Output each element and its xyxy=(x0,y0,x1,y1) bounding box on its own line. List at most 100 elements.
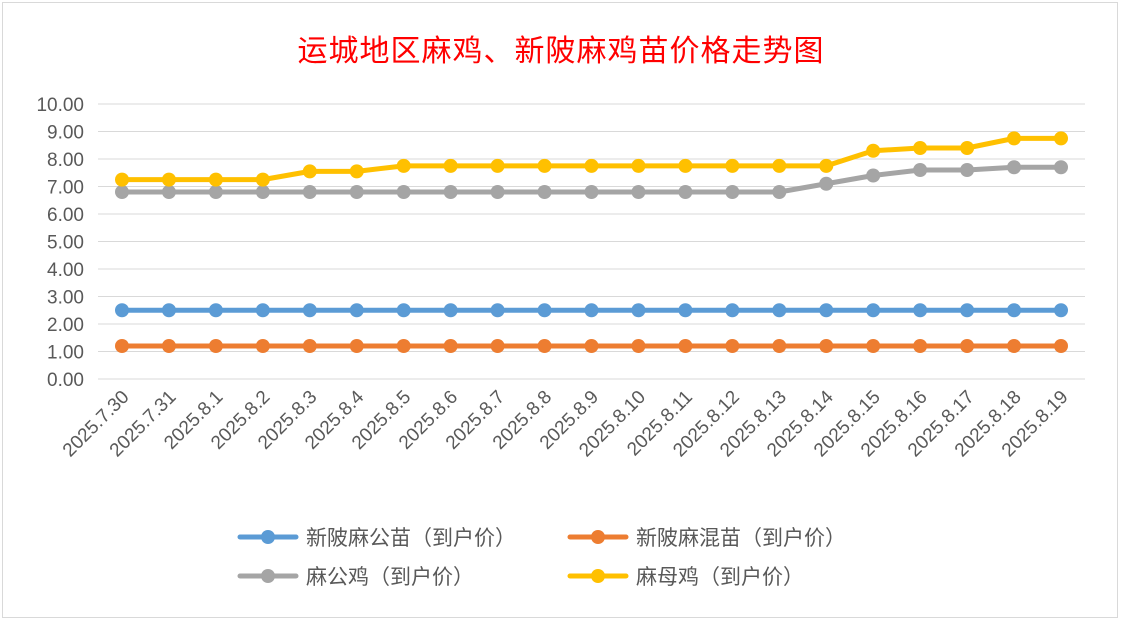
data-point xyxy=(443,185,458,199)
data-point xyxy=(537,339,552,353)
data-point xyxy=(490,185,505,199)
data-point xyxy=(396,158,411,173)
legend-label: 麻公鸡（到户价） xyxy=(306,566,474,589)
data-point xyxy=(255,185,270,199)
y-tick-label: 2.00 xyxy=(47,315,84,336)
grid-lines xyxy=(98,103,1085,380)
data-point xyxy=(208,339,223,353)
data-point xyxy=(208,185,223,199)
data-point xyxy=(819,303,834,318)
chart-title: 运城地区麻鸡、新陂麻鸡苗价格走势图 xyxy=(297,34,825,69)
series-0 xyxy=(115,303,1068,318)
data-point xyxy=(678,185,693,199)
data-point xyxy=(1007,160,1022,175)
y-tick-label: 5.00 xyxy=(47,233,84,254)
legend-swatch-marker xyxy=(591,569,605,583)
data-point xyxy=(115,185,129,199)
data-point xyxy=(631,158,646,173)
y-tick-label: 3.00 xyxy=(47,288,84,309)
data-point xyxy=(396,185,411,199)
data-point xyxy=(772,158,787,173)
legend-item-0: 新陂麻公苗（到户价） xyxy=(237,527,516,550)
data-point xyxy=(115,303,129,318)
data-point xyxy=(302,339,317,353)
y-tick-label: 10.00 xyxy=(36,95,84,116)
data-point xyxy=(913,303,928,318)
data-point xyxy=(208,172,223,187)
data-point xyxy=(349,339,364,353)
legend-item-1: 新陂麻混苗（到户价） xyxy=(567,527,846,550)
data-point xyxy=(302,185,317,199)
data-point xyxy=(584,158,599,173)
data-point xyxy=(255,339,270,353)
data-point xyxy=(1054,303,1068,318)
legend-label: 麻母鸡（到户价） xyxy=(636,566,804,589)
y-tick-label: 4.00 xyxy=(47,260,84,281)
data-point xyxy=(1054,160,1068,175)
legend-swatch-marker xyxy=(261,569,275,583)
data-point xyxy=(302,303,317,318)
data-point xyxy=(960,141,975,155)
data-point xyxy=(866,143,881,158)
data-point xyxy=(396,339,411,353)
data-point xyxy=(161,303,176,318)
data-point xyxy=(772,185,787,199)
data-point xyxy=(913,141,928,155)
data-point xyxy=(1007,303,1022,318)
data-point xyxy=(161,339,176,353)
data-point xyxy=(725,158,740,173)
data-point xyxy=(537,303,552,318)
series-1 xyxy=(115,339,1068,353)
legend-swatch-marker xyxy=(261,530,275,544)
data-point xyxy=(678,158,693,173)
data-point xyxy=(115,339,129,353)
data-point xyxy=(443,158,458,173)
data-point xyxy=(161,185,176,199)
x-axis-tick-labels: 2025.7.302025.7.312025.8.12025.8.22025.8… xyxy=(59,386,1073,461)
data-point xyxy=(490,339,505,353)
legend: 新陂麻公苗（到户价） 新陂麻混苗（到户价） 麻公鸡（到户价） 麻母鸡（到户价） xyxy=(237,527,846,589)
data-point xyxy=(1054,131,1068,146)
data-point xyxy=(725,303,740,318)
data-point xyxy=(631,339,646,353)
data-point xyxy=(913,163,928,177)
data-point xyxy=(725,185,740,199)
data-point xyxy=(255,303,270,318)
data-point xyxy=(490,158,505,173)
y-tick-label: 9.00 xyxy=(47,123,84,144)
data-point xyxy=(866,168,881,183)
data-point xyxy=(396,303,411,318)
y-axis-tick-labels: 0.00 1.00 2.00 3.00 4.00 5.00 6.00 7.00 8.00 9.00… xyxy=(36,95,84,391)
data-point xyxy=(161,172,176,187)
data-point xyxy=(349,164,364,179)
y-tick-label: 6.00 xyxy=(47,205,84,226)
data-point xyxy=(1054,339,1068,353)
data-point xyxy=(443,339,458,353)
legend-item-3: 麻母鸡（到户价） xyxy=(567,566,804,589)
legend-item-2: 麻公鸡（到户价） xyxy=(237,566,474,589)
legend-label: 新陂麻公苗（到户价） xyxy=(306,527,516,550)
data-point xyxy=(631,303,646,318)
data-point xyxy=(349,303,364,318)
y-tick-label: 8.00 xyxy=(47,150,84,171)
data-point xyxy=(1007,131,1022,146)
y-tick-label: 0.00 xyxy=(47,370,84,391)
data-point xyxy=(584,303,599,318)
data-point xyxy=(443,303,458,318)
data-point xyxy=(490,303,505,318)
y-tick-label: 1.00 xyxy=(47,343,84,364)
data-point xyxy=(678,339,693,353)
series-lines xyxy=(115,131,1068,353)
legend-swatch-marker xyxy=(591,530,605,544)
data-point xyxy=(960,303,975,318)
data-point xyxy=(960,163,975,177)
data-point xyxy=(255,172,270,187)
y-tick-label: 7.00 xyxy=(47,178,84,199)
series-2 xyxy=(115,160,1068,199)
data-point xyxy=(537,185,552,199)
data-point xyxy=(772,303,787,318)
data-point xyxy=(960,339,975,353)
legend-label: 新陂麻混苗（到户价） xyxy=(636,527,846,550)
data-point xyxy=(537,158,552,173)
